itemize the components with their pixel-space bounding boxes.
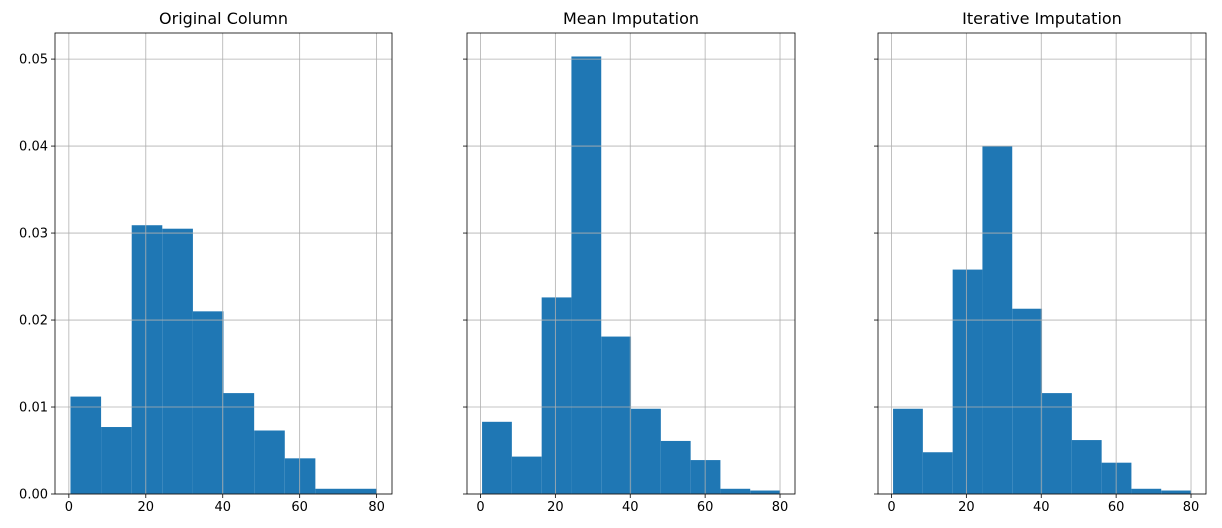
axes-frame — [466, 32, 796, 495]
histogram-bar — [660, 440, 691, 494]
y-tick-label: 0.05 — [19, 53, 48, 68]
x-tick-label: 20 — [138, 500, 155, 515]
subplot-title: Original Column — [159, 9, 288, 28]
histogram-bar — [131, 225, 163, 494]
x-tick-label: 40 — [1033, 500, 1050, 515]
subplot-1: 0 20 40 60 80 0.00 0.01 0.02 0.03 0.04 0.05 Origina… — [19, 9, 393, 515]
histogram-bar — [101, 427, 132, 494]
x-tick-label: 0 — [65, 500, 73, 515]
histogram-bar — [1131, 488, 1162, 494]
x-tick-label: 40 — [214, 500, 231, 515]
histogram-bar — [893, 408, 923, 494]
x-tick-label: 40 — [622, 500, 639, 515]
histogram-bar — [750, 490, 781, 494]
histogram-bar — [192, 311, 224, 494]
histogram-bar — [541, 297, 572, 494]
y-tick-label: 0.04 — [19, 140, 48, 155]
histogram-bar — [601, 336, 632, 494]
y-tick-label: 0.02 — [19, 314, 48, 329]
axes-frame — [54, 32, 393, 495]
histogram-bar — [1161, 490, 1192, 494]
histogram-bar — [571, 56, 602, 495]
histogram-bar — [631, 408, 661, 494]
x-tick-label: 80 — [368, 500, 385, 515]
histogram-bar — [254, 430, 285, 494]
x-tick-label: 0 — [887, 500, 895, 515]
x-tick-label: 20 — [547, 500, 564, 515]
subplot-2: 0 20 40 60 80 Mean Imputation — [463, 9, 796, 515]
histogram-bar — [1012, 308, 1043, 494]
x-tick-label: 60 — [291, 500, 308, 515]
subplot-title: Mean Imputation — [563, 9, 699, 28]
histogram-bar — [1071, 440, 1102, 494]
histogram-bar — [922, 452, 953, 494]
histogram-bar — [162, 228, 193, 494]
histogram-bar — [1042, 393, 1072, 494]
subplot-title: Iterative Imputation — [962, 9, 1122, 28]
x-tick-label: 0 — [476, 500, 484, 515]
y-tick-label: 0.01 — [19, 401, 48, 416]
histogram-bar — [345, 488, 377, 494]
histogram-bar — [223, 393, 255, 494]
subplot-3: 0 20 40 60 80 Iterative Imputation — [874, 9, 1207, 515]
x-tick-label: 60 — [1108, 500, 1125, 515]
histogram-bar — [511, 456, 542, 494]
y-tick-label: 0.03 — [19, 227, 48, 242]
x-tick-label: 20 — [958, 500, 975, 515]
histogram-bar — [284, 458, 316, 494]
histogram-bar — [70, 396, 102, 494]
y-tick-label: 0.00 — [19, 488, 48, 503]
histogram-bar — [720, 488, 751, 494]
histogram-bar — [482, 421, 512, 494]
histogram-bar — [952, 269, 983, 494]
x-tick-label: 80 — [1183, 500, 1200, 515]
x-tick-label: 80 — [772, 500, 789, 515]
x-tick-label: 60 — [697, 500, 714, 515]
histogram-bar — [315, 488, 346, 494]
axes-frame — [877, 32, 1207, 495]
